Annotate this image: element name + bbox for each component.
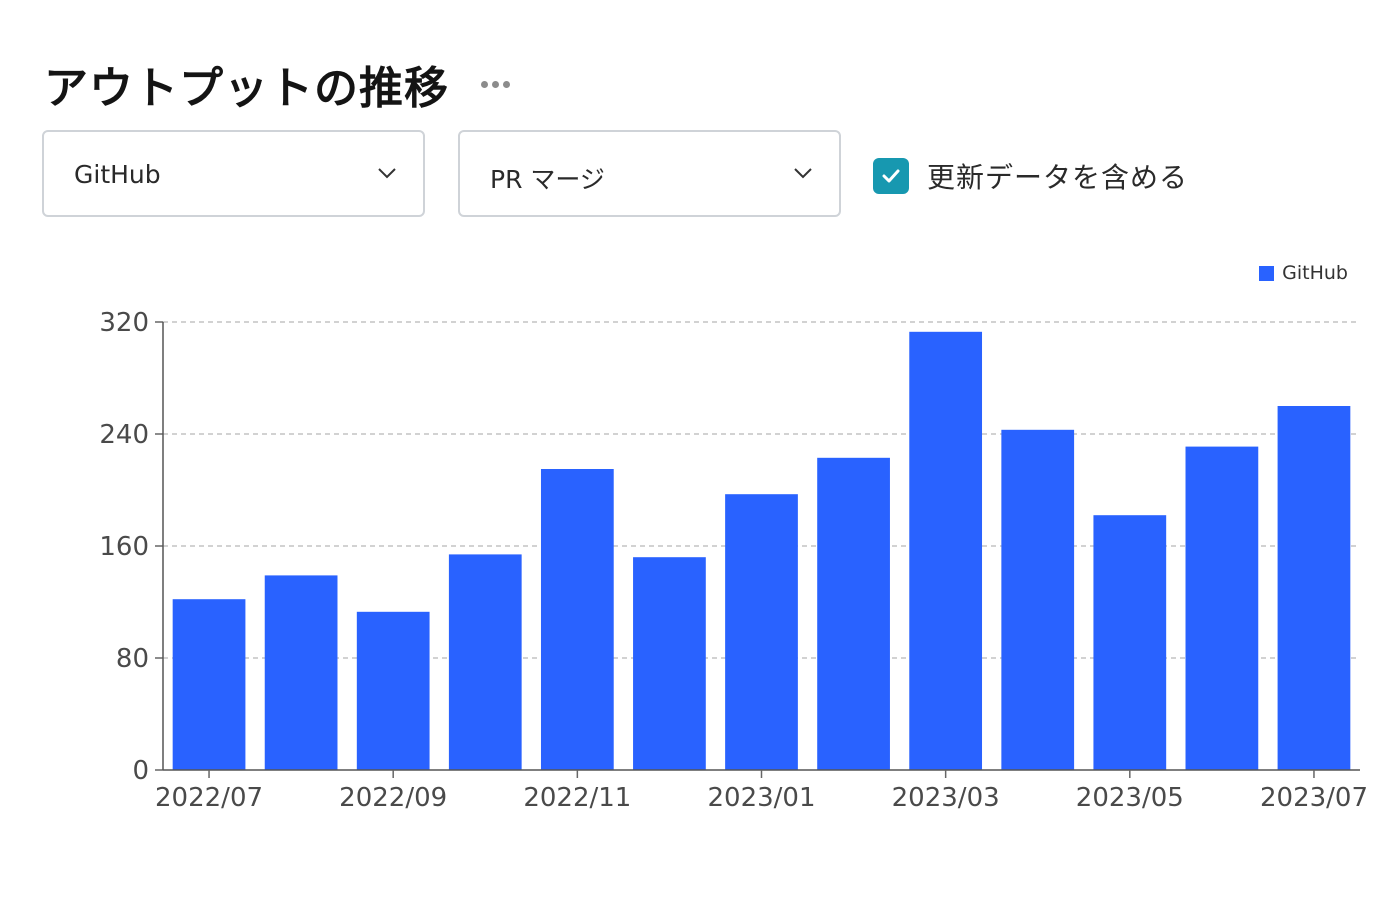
chevron-down-icon bbox=[378, 168, 396, 179]
header: アウトプットの推移 bbox=[44, 52, 512, 116]
x-tick-label: 2023/05 bbox=[1076, 783, 1184, 813]
check-icon bbox=[882, 169, 900, 183]
bar[interactable] bbox=[817, 457, 890, 770]
bar[interactable] bbox=[356, 611, 430, 770]
y-tick-label: 160 bbox=[99, 532, 149, 562]
bar[interactable] bbox=[448, 554, 522, 770]
more-horizontal-icon bbox=[492, 80, 499, 88]
source-select-value: GitHub bbox=[74, 160, 161, 189]
bar[interactable] bbox=[1093, 515, 1167, 770]
include-updates-label: 更新データを含める bbox=[927, 161, 1189, 194]
bar[interactable] bbox=[725, 494, 798, 770]
x-tick-label: 2023/01 bbox=[707, 783, 815, 813]
bar[interactable] bbox=[909, 331, 983, 770]
x-tick-label: 2022/07 bbox=[155, 783, 263, 813]
bar[interactable] bbox=[633, 557, 706, 770]
bar[interactable] bbox=[1185, 446, 1259, 770]
more-horizontal-icon bbox=[481, 80, 488, 88]
y-tick-label: 320 bbox=[99, 308, 149, 338]
bar[interactable] bbox=[172, 599, 246, 770]
more-options-button[interactable] bbox=[479, 75, 512, 94]
page-title: アウトプットの推移 bbox=[44, 63, 449, 114]
x-tick-label: 2022/11 bbox=[523, 783, 631, 813]
chart-legend: GitHub bbox=[1259, 262, 1348, 284]
bar[interactable] bbox=[264, 575, 338, 770]
bar[interactable] bbox=[540, 469, 614, 770]
legend-label: GitHub bbox=[1282, 262, 1348, 284]
y-tick-label: 0 bbox=[132, 756, 149, 786]
bar[interactable] bbox=[1277, 406, 1351, 770]
x-tick-label: 2023/03 bbox=[892, 783, 1000, 813]
y-tick-label: 80 bbox=[116, 644, 149, 674]
y-tick-label: 240 bbox=[99, 420, 149, 450]
chevron-down-icon bbox=[794, 168, 812, 179]
x-tick-label: 2022/09 bbox=[339, 783, 447, 813]
metric-select[interactable]: PR マージ bbox=[458, 130, 841, 217]
include-updates-checkbox[interactable] bbox=[873, 158, 909, 194]
legend-swatch bbox=[1259, 265, 1275, 281]
source-select[interactable]: GitHub bbox=[42, 130, 425, 217]
more-horizontal-icon bbox=[503, 80, 510, 88]
include-updates-toggle[interactable]: 更新データを含める bbox=[873, 156, 1188, 196]
metric-select-value: PR マージ bbox=[490, 165, 605, 194]
x-tick-label: 2023/07 bbox=[1260, 783, 1368, 813]
bar[interactable] bbox=[1001, 429, 1075, 770]
